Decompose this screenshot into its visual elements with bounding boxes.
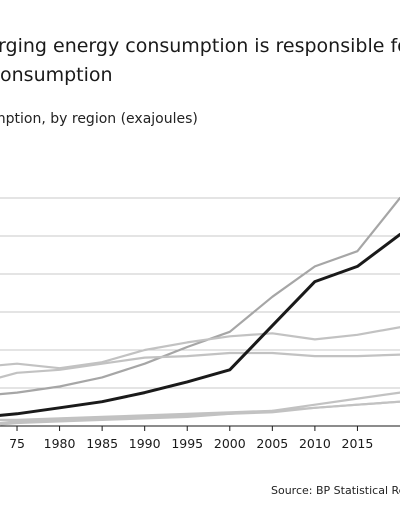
- x-tick-label-2: 1985: [86, 436, 118, 451]
- series-line-2: [0, 326, 400, 370]
- series-line-5: [0, 391, 400, 425]
- chart-title-line-1: urging energy consumption is responsible…: [0, 35, 400, 57]
- series-line-6: [0, 400, 400, 426]
- series-line-1: [0, 196, 400, 396]
- chart-title-line-2: onsumption: [0, 64, 113, 86]
- x-tick-label-7: 2010: [299, 436, 331, 451]
- series-line-3: [0, 351, 400, 379]
- series-line-0: [0, 233, 400, 417]
- source-note: Source: BP Statistical Rev: [271, 484, 400, 497]
- x-tick-label-1: 1980: [44, 436, 76, 451]
- x-tick-label-8: 2015: [342, 436, 374, 451]
- x-tick-label-4: 1995: [171, 436, 203, 451]
- x-tick-label-3: 1990: [129, 436, 161, 451]
- series-line-4: [0, 400, 400, 421]
- x-tick-label-0: 75: [9, 436, 25, 451]
- chart-title: urging energy consumption is responsible…: [0, 32, 400, 90]
- chart-subtitle: mption, by region (exajoules): [0, 111, 198, 127]
- x-tick-label-5: 2000: [214, 436, 246, 451]
- x-tick-label-6: 2005: [256, 436, 288, 451]
